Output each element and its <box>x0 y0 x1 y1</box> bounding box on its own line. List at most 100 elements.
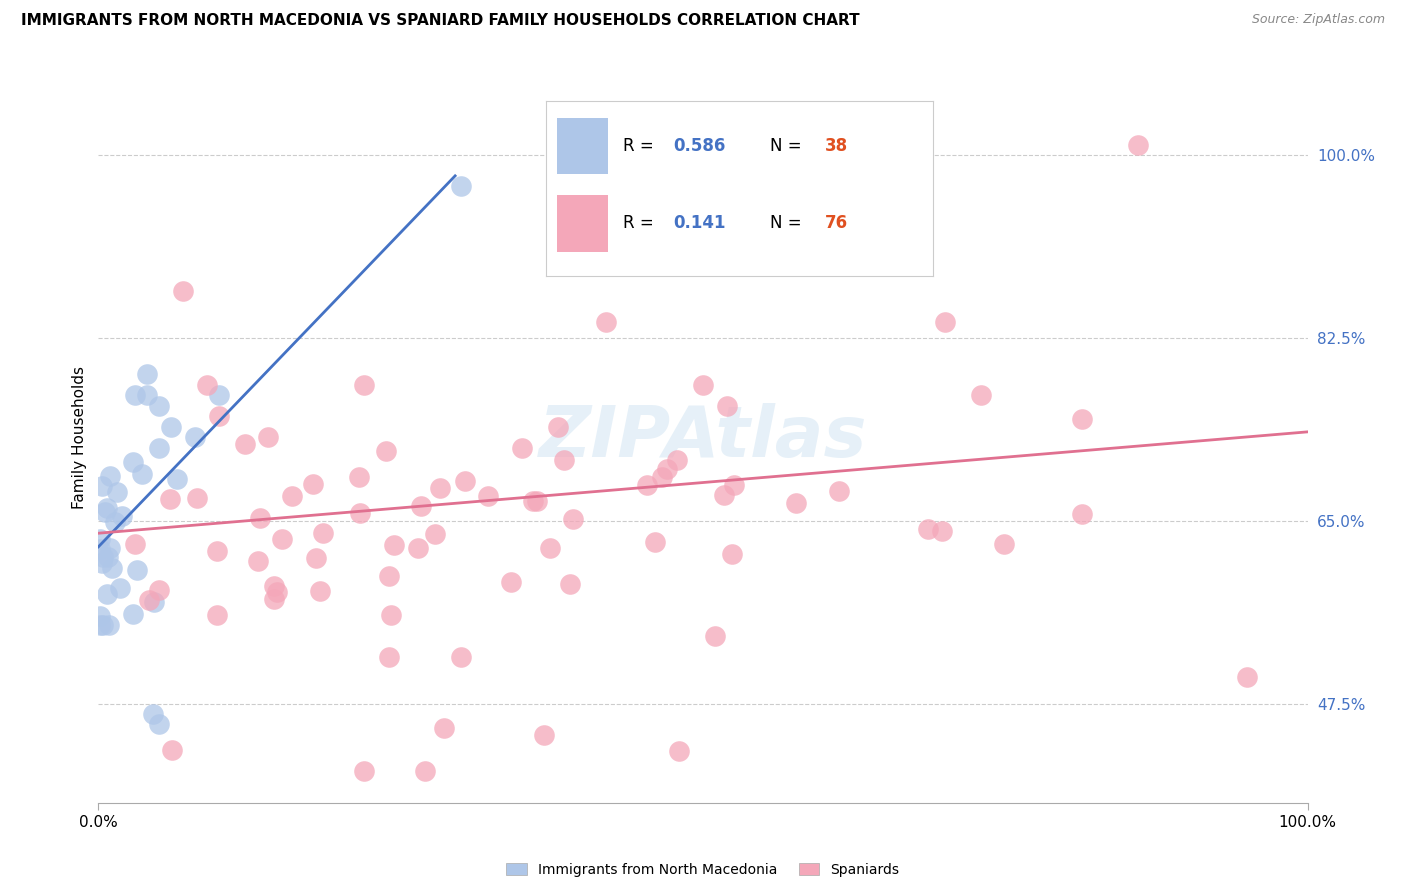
Point <box>205 607 228 622</box>
Point <box>406 541 429 556</box>
Point <box>934 315 956 329</box>
Point <box>931 524 953 538</box>
Point <box>655 462 678 476</box>
Point <box>538 541 561 555</box>
Point <box>160 742 183 756</box>
Point <box>124 537 146 551</box>
Point <box>205 543 228 558</box>
Point <box>378 569 401 583</box>
Point <box>309 584 332 599</box>
Point <box>454 474 477 488</box>
Point <box>411 500 433 514</box>
Point <box>159 492 181 507</box>
Point <box>1071 412 1094 426</box>
Point <box>1071 507 1094 521</box>
Point <box>353 764 375 779</box>
Point <box>595 315 617 329</box>
Point <box>122 607 145 621</box>
Point <box>644 535 666 549</box>
Point <box>166 472 188 486</box>
Point <box>89 532 111 546</box>
Point <box>97 618 120 632</box>
Point <box>247 554 270 568</box>
Point <box>91 556 114 570</box>
Point <box>263 579 285 593</box>
Point <box>917 522 939 536</box>
Point <box>553 453 575 467</box>
Point <box>89 609 111 624</box>
Point <box>195 377 218 392</box>
Legend: Immigrants from North Macedonia, Spaniards: Immigrants from North Macedonia, Spaniar… <box>499 855 907 884</box>
Point <box>184 430 207 444</box>
Point <box>993 537 1015 551</box>
Point <box>135 388 157 402</box>
Point <box>111 509 134 524</box>
Point <box>380 607 402 622</box>
Point <box>305 550 328 565</box>
Point <box>713 488 735 502</box>
Point <box>122 455 145 469</box>
Point <box>271 532 294 546</box>
Point <box>208 409 231 424</box>
Point <box>256 430 278 444</box>
Point <box>124 388 146 402</box>
Point <box>97 550 120 565</box>
Point <box>148 583 170 598</box>
Point <box>526 493 548 508</box>
Point <box>666 453 689 467</box>
Point <box>721 548 744 562</box>
Point <box>96 501 118 516</box>
Point <box>89 618 111 632</box>
Point <box>432 722 454 736</box>
Point <box>110 581 132 595</box>
Point <box>510 441 533 455</box>
Point <box>382 538 405 552</box>
Point <box>127 563 149 577</box>
Point <box>172 284 194 298</box>
Point <box>148 441 170 455</box>
Point <box>375 444 398 458</box>
Point <box>98 469 121 483</box>
Point <box>281 489 304 503</box>
Point <box>90 478 112 492</box>
Point <box>91 618 114 632</box>
Point <box>142 706 165 721</box>
Point <box>558 577 581 591</box>
Y-axis label: Family Households: Family Households <box>72 366 87 508</box>
Point <box>499 575 522 590</box>
Text: IMMIGRANTS FROM NORTH MACEDONIA VS SPANIARD FAMILY HOUSEHOLDS CORRELATION CHART: IMMIGRANTS FROM NORTH MACEDONIA VS SPANI… <box>21 13 859 29</box>
Point <box>249 511 271 525</box>
Point <box>135 368 157 382</box>
Point <box>138 593 160 607</box>
Point <box>104 515 127 529</box>
Point <box>98 541 121 555</box>
Point <box>353 377 375 392</box>
Point <box>100 561 122 575</box>
Point <box>105 485 128 500</box>
Point <box>1128 137 1150 152</box>
Point <box>148 399 170 413</box>
Point <box>142 594 165 608</box>
Point <box>94 505 117 519</box>
Point <box>96 587 118 601</box>
Text: Source: ZipAtlas.com: Source: ZipAtlas.com <box>1251 13 1385 27</box>
Point <box>562 512 585 526</box>
Point <box>312 526 335 541</box>
Point <box>450 649 472 664</box>
Point <box>450 179 472 194</box>
Point <box>716 399 738 413</box>
Point <box>186 491 208 506</box>
Point <box>547 419 569 434</box>
Point <box>266 585 288 599</box>
Point <box>970 388 993 402</box>
Point <box>668 743 690 757</box>
Point <box>423 527 446 541</box>
Point <box>347 469 370 483</box>
Point <box>651 470 673 484</box>
Point <box>785 496 807 510</box>
Point <box>349 506 371 520</box>
Point <box>233 437 256 451</box>
Point <box>93 549 115 564</box>
Point <box>89 541 111 556</box>
Point <box>160 419 183 434</box>
